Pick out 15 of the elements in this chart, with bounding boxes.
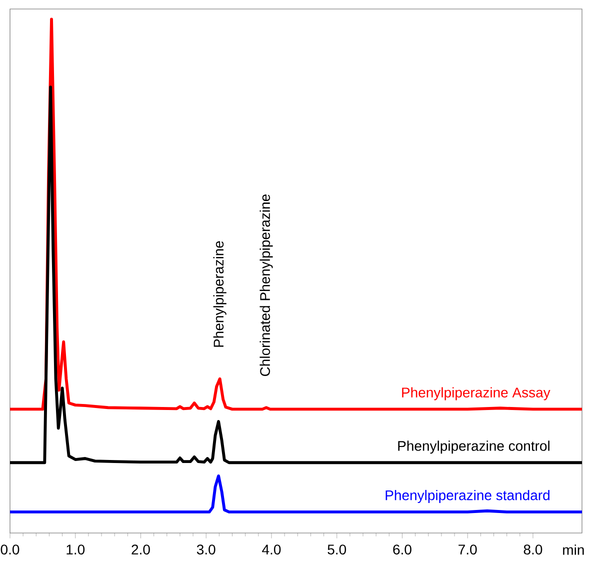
x-tick-label: 2.0	[132, 544, 150, 555]
series-label: Phenylpiperazine control	[398, 440, 550, 454]
annotation: Phenylpiperazine	[213, 241, 226, 347]
annotation: Chlorinated Phenylpiperazine	[260, 194, 273, 376]
x-tick-label: 8.0	[524, 544, 542, 555]
x-tick-label: 3.0	[196, 544, 216, 555]
x-axis-title: min	[563, 544, 584, 555]
x-tick-label: 6.0	[393, 544, 412, 555]
x-tick-label: 7.0	[458, 544, 477, 555]
x-tick-label: 5.0	[328, 544, 346, 555]
series-label: Phenylpiperazine standard	[386, 490, 550, 503]
x-tick-label: 1.0	[66, 544, 85, 555]
x-tick-label: 0.0	[0, 544, 20, 555]
x-tick-label: 4.0	[262, 544, 281, 555]
series-label: Phenylpiperazine Assay	[402, 387, 550, 400]
